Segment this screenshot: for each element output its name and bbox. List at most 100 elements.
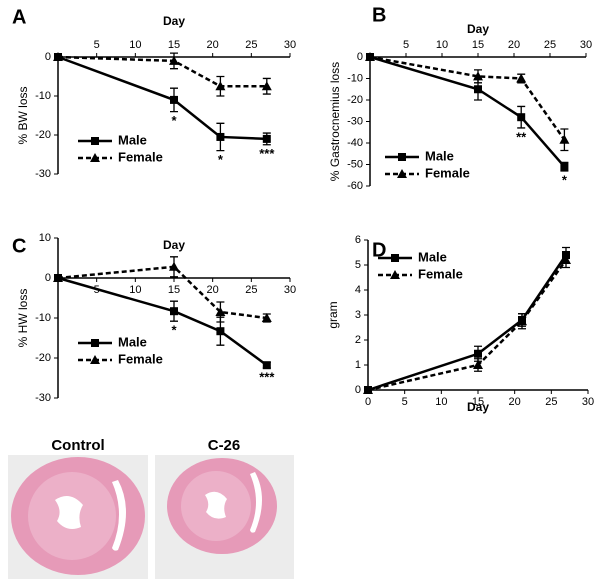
marker xyxy=(261,81,272,91)
y-tick-label: 2 xyxy=(355,334,361,346)
significance: *** xyxy=(259,369,275,384)
marker xyxy=(170,307,178,316)
marker xyxy=(516,73,527,83)
x-tick-label: 15 xyxy=(472,39,484,51)
marker xyxy=(170,95,178,104)
x-tick-label: 30 xyxy=(582,396,594,408)
x-tick-label: 10 xyxy=(129,284,141,296)
marker xyxy=(365,52,375,61)
x-tick-label: 5 xyxy=(403,39,409,51)
series-line xyxy=(57,276,268,367)
x-tick-label: 5 xyxy=(402,396,408,408)
y-tick-label: 0 xyxy=(357,51,363,63)
x-tick-label: 30 xyxy=(284,284,296,296)
cavity xyxy=(205,491,227,519)
marker xyxy=(169,261,179,271)
marker xyxy=(398,153,406,161)
x-axis-title: Day xyxy=(467,400,489,414)
marker xyxy=(262,134,271,143)
legend-label: Female xyxy=(118,351,163,366)
significance: * xyxy=(171,323,177,338)
significance: *** xyxy=(259,146,275,161)
y-tick-label: -50 xyxy=(347,158,363,170)
x-tick-label: 20 xyxy=(508,39,520,51)
series-line xyxy=(369,55,566,168)
marker xyxy=(53,52,63,61)
marker xyxy=(560,162,569,171)
y-tick-label: 6 xyxy=(355,234,361,246)
marker xyxy=(216,327,225,336)
marker xyxy=(517,316,527,326)
y-tick-label: 1 xyxy=(355,359,361,371)
marker xyxy=(91,339,99,347)
marker xyxy=(517,113,526,122)
marker xyxy=(473,360,483,369)
x-tick-label: 10 xyxy=(129,39,141,51)
marker xyxy=(363,385,373,394)
legend-label: Male xyxy=(418,249,447,264)
x-tick-label: 25 xyxy=(245,284,257,296)
panel-letter: B xyxy=(372,4,386,26)
cavity xyxy=(112,480,126,551)
marker xyxy=(561,255,571,264)
marker xyxy=(53,273,63,282)
marker xyxy=(90,153,100,162)
marker xyxy=(169,55,179,65)
x-tick-label: 30 xyxy=(580,39,592,51)
x-tick-label: 30 xyxy=(284,39,296,51)
panel-letter: C xyxy=(12,235,26,257)
cavity xyxy=(250,472,262,533)
series-line xyxy=(57,55,267,141)
x-axis-title: Day xyxy=(163,14,185,28)
legend-label: Male xyxy=(118,132,147,147)
histology: Control C-26 xyxy=(8,437,294,579)
series-line xyxy=(57,55,267,88)
y-axis-title: % BW loss xyxy=(16,86,30,144)
x-tick-label: 25 xyxy=(544,39,556,51)
y-tick-label: 0 xyxy=(355,384,361,396)
x-tick-label: 10 xyxy=(436,39,448,51)
marker xyxy=(262,361,271,370)
y-tick-label: -40 xyxy=(347,137,363,149)
y-tick-label: -20 xyxy=(35,352,51,364)
panel-letter: A xyxy=(12,6,26,28)
x-tick-label: 0 xyxy=(365,396,371,408)
x-tick-label: 15 xyxy=(168,39,180,51)
marker xyxy=(391,254,399,262)
legend-label: Female xyxy=(418,266,463,281)
y-tick-label: -30 xyxy=(35,168,51,180)
x-axis-title: Day xyxy=(467,22,489,36)
y-tick-label: 5 xyxy=(355,259,361,271)
x-axis-title: Day xyxy=(163,238,185,252)
y-axis-title: % Gastrocnemius loss xyxy=(328,62,342,181)
image-label: C-26 xyxy=(208,437,241,454)
y-axis-title: gram xyxy=(326,301,340,328)
x-tick-label: 25 xyxy=(545,396,557,408)
significance: * xyxy=(562,172,568,187)
x-tick-label: 20 xyxy=(509,396,521,408)
x-tick-label: 15 xyxy=(472,396,484,408)
legend-label: Female xyxy=(425,165,470,180)
x-tick-label: 15 xyxy=(168,284,180,296)
legend-label: Female xyxy=(118,149,163,164)
x-tick-label: 5 xyxy=(94,39,100,51)
y-tick-label: -30 xyxy=(347,115,363,127)
marker xyxy=(215,307,226,316)
y-tick-label: -20 xyxy=(347,94,363,106)
y-tick-label: -60 xyxy=(347,180,363,192)
y-tick-label: -10 xyxy=(347,72,363,84)
series-line xyxy=(367,259,568,392)
y-tick-label: -30 xyxy=(35,392,51,404)
y-tick-label: 10 xyxy=(39,232,51,244)
x-tick-label: 10 xyxy=(435,396,447,408)
significance: * xyxy=(218,152,224,167)
image-label: Control xyxy=(51,437,104,454)
marker xyxy=(473,71,483,81)
panel-letter: D xyxy=(372,239,386,261)
marker xyxy=(91,137,99,145)
marker xyxy=(559,134,570,144)
series-line xyxy=(369,55,566,141)
significance: ** xyxy=(516,129,527,144)
y-tick-label: -10 xyxy=(35,312,51,324)
